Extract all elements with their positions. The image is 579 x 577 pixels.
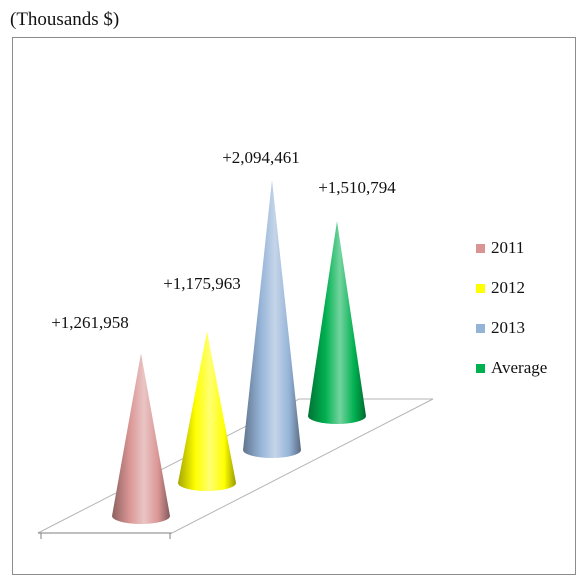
legend-item-2013: 2013 xyxy=(476,318,576,338)
legend-label-2013: 2013 xyxy=(491,318,525,337)
cone-series xyxy=(112,179,366,524)
legend-label-2012: 2012 xyxy=(491,278,525,297)
legend-swatch-2011 xyxy=(476,243,485,253)
legend-item-average: Average xyxy=(476,358,576,378)
legend-item-2012: 2012 xyxy=(476,278,576,298)
floor-plane xyxy=(37,398,434,534)
cone-2012 xyxy=(178,331,236,491)
data-labels: +1,261,958 +1,175,963 +2,094,461 +1,510,794 xyxy=(51,148,396,332)
legend-label-2011: 2011 xyxy=(491,238,525,257)
unit-label: (Thousands $) xyxy=(10,9,120,30)
chart-floor xyxy=(37,398,434,539)
legend-item-2011: 2011 xyxy=(476,238,576,258)
data-label-average: +1,510,794 xyxy=(318,178,396,197)
cone-2013 xyxy=(243,179,301,459)
legend-label-average: Average xyxy=(491,358,548,377)
data-label-2013: +2,094,461 xyxy=(222,148,300,167)
legend-swatch-2013 xyxy=(476,323,485,333)
chart-frame xyxy=(12,37,576,575)
cone-average xyxy=(308,221,366,424)
legend: 2011 2012 2013 Average xyxy=(476,238,576,398)
data-label-2012: +1,175,963 xyxy=(163,274,241,293)
legend-swatch-average xyxy=(476,363,485,373)
cone-2011 xyxy=(112,353,170,524)
data-label-2011: +1,261,958 xyxy=(51,313,129,332)
legend-swatch-2012 xyxy=(476,283,485,293)
